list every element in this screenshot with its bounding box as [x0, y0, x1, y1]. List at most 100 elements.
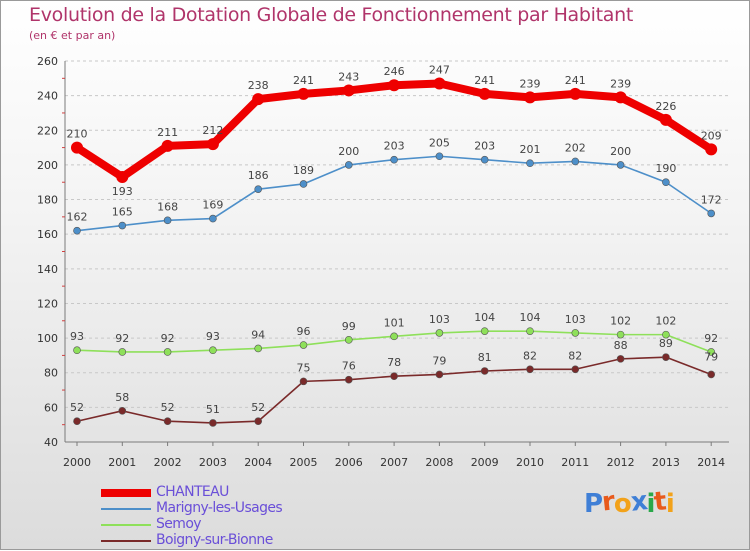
logo-letter: P — [584, 489, 603, 519]
data-point — [163, 417, 172, 426]
data-label: 212 — [202, 124, 223, 137]
data-label: 201 — [520, 143, 541, 156]
data-label: 82 — [523, 349, 537, 362]
legend-item-chanteau: CHANTEAU — [101, 484, 361, 501]
data-point — [433, 77, 446, 90]
x-tick-label: 2011 — [561, 456, 589, 469]
data-point — [254, 185, 263, 193]
x-tick-label: 2006 — [335, 456, 363, 469]
logo-letter: o — [613, 489, 632, 519]
data-label: 51 — [206, 403, 220, 416]
data-point — [390, 372, 398, 380]
data-label: 203 — [474, 140, 495, 153]
data-label: 52 — [251, 401, 265, 414]
x-tick-label: 2002 — [154, 456, 182, 469]
logo-letter: i — [665, 489, 675, 519]
data-label: 239 — [610, 77, 631, 90]
x-tick-label: 2014 — [697, 456, 725, 469]
data-point — [344, 375, 353, 384]
data-point — [161, 139, 174, 152]
x-tick-label: 2007 — [380, 456, 408, 469]
data-point — [388, 79, 401, 92]
data-label: 101 — [384, 316, 405, 329]
data-label: 104 — [474, 311, 495, 324]
series-chanteau: 210 193 211 212 238 241 243 246 247 241 239 241 239 2… — [67, 64, 722, 199]
data-label: 239 — [520, 77, 541, 90]
data-point — [707, 209, 716, 218]
data-point — [299, 341, 308, 349]
data-label: 93 — [70, 330, 84, 343]
data-label: 94 — [251, 328, 265, 341]
data-point — [118, 348, 127, 356]
data-point — [209, 346, 217, 355]
series-semoy: 93 92 92 93 94 96 99 101 103 104 104 103 102 102 92 — [70, 311, 718, 356]
x-tick-label: 2013 — [652, 456, 680, 469]
data-label: 103 — [565, 313, 586, 326]
data-point — [571, 329, 580, 337]
data-label: 243 — [338, 70, 359, 83]
legend-label: Boigny-sur-Bionne — [156, 532, 273, 548]
data-label: 241 — [293, 74, 314, 87]
x-tick-label: 2005 — [290, 456, 318, 469]
data-label: 210 — [67, 128, 88, 141]
data-point — [163, 348, 172, 356]
data-label: 241 — [565, 74, 586, 87]
data-label: 247 — [429, 64, 450, 77]
data-label: 92 — [704, 332, 718, 345]
data-point — [118, 407, 127, 415]
data-label: 241 — [474, 74, 495, 87]
legend-item-boigny-sur-bionne: Boigny-sur-Bionne — [101, 532, 361, 549]
proxiti-logo: Proxiti — [584, 486, 675, 519]
data-label: 52 — [161, 401, 175, 414]
data-point — [526, 365, 534, 374]
data-label: 96 — [297, 325, 311, 338]
legend-swatch — [101, 508, 151, 510]
data-label: 193 — [112, 185, 133, 198]
data-point — [571, 365, 580, 374]
data-label: 99 — [342, 320, 356, 333]
data-point — [344, 336, 353, 344]
data-point — [616, 161, 625, 169]
data-label: 186 — [248, 169, 269, 182]
data-label: 165 — [112, 206, 133, 219]
data-label: 209 — [701, 129, 722, 142]
data-label: 104 — [520, 311, 541, 324]
data-point — [206, 138, 219, 151]
data-point — [163, 216, 172, 225]
data-point — [478, 87, 491, 100]
data-point — [707, 370, 716, 379]
data-point — [480, 327, 489, 335]
data-label: 202 — [565, 141, 586, 154]
data-point — [705, 143, 718, 156]
data-label: 58 — [115, 391, 129, 404]
data-point — [73, 346, 81, 355]
data-point — [659, 113, 672, 126]
data-point — [480, 155, 489, 164]
data-point — [526, 159, 534, 167]
y-tick-label: 120 — [37, 297, 58, 310]
data-label: 89 — [659, 337, 673, 350]
data-label: 78 — [387, 356, 401, 369]
y-tick-label: 180 — [37, 194, 58, 207]
data-point — [299, 377, 308, 386]
data-label: 81 — [478, 351, 492, 364]
data-label: 200 — [610, 145, 631, 158]
legend-label: CHANTEAU — [156, 484, 229, 500]
y-tick-label: 140 — [37, 263, 58, 276]
data-label: 238 — [248, 79, 269, 92]
data-point — [252, 93, 265, 106]
data-label: 92 — [161, 332, 175, 345]
legend-label: Semoy — [156, 516, 202, 532]
y-tick-label: 100 — [37, 332, 58, 345]
logo-letter: x — [629, 486, 649, 518]
data-label: 169 — [202, 199, 223, 212]
data-point — [571, 157, 580, 166]
data-point — [344, 161, 353, 169]
data-point — [614, 91, 627, 104]
chart-subtitle: (en € et par an) — [29, 29, 116, 42]
y-tick-label: 80 — [44, 367, 58, 380]
data-point — [435, 329, 444, 337]
y-tick-label: 60 — [44, 401, 58, 414]
